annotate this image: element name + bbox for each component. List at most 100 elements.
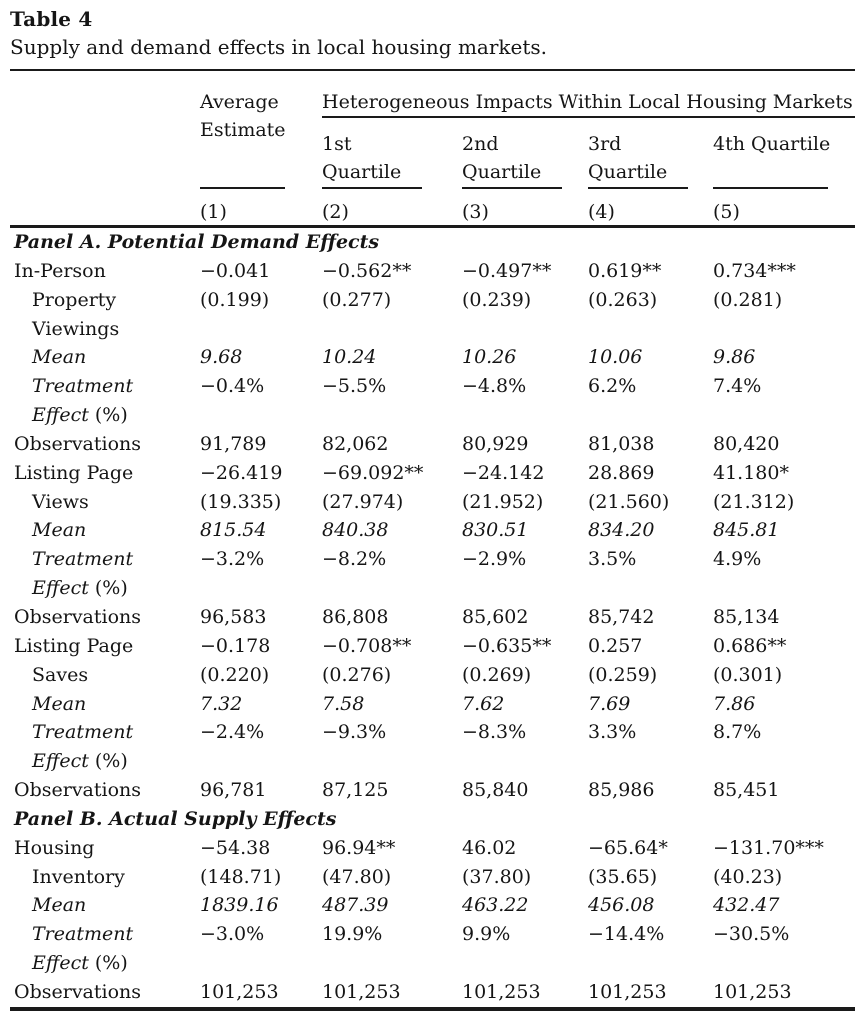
row-label-text: Treatment bbox=[32, 375, 134, 398]
column-underline bbox=[322, 187, 422, 189]
row-label-text: Housing bbox=[14, 836, 95, 859]
value-cell: (27.974) bbox=[322, 490, 404, 513]
value-cell: 487.39 bbox=[322, 894, 389, 917]
row-label: Treatment bbox=[10, 372, 200, 401]
row-label-text: Effect bbox=[32, 404, 89, 427]
value-cell: 101,253 bbox=[713, 980, 792, 1003]
value-cell bbox=[200, 315, 322, 344]
value-cell: (21.560) bbox=[588, 490, 670, 513]
row-label-text: Listing Page bbox=[14, 461, 134, 484]
value-cell bbox=[713, 574, 855, 603]
header-colnumber-row: (1) (2) (3) (4) (5) bbox=[10, 196, 855, 227]
table-row: In-Person −0.041 −0.562** −0.497** 0.619** 0.… bbox=[10, 257, 855, 286]
table-row: Inventory (148.71) (47.80) (37.80) (35.65) (4… bbox=[10, 863, 855, 892]
table-row: Views (19.335) (27.974) (21.952) (21.560) (21… bbox=[10, 488, 855, 517]
table-header: Average Estimate Heterogeneous Impacts W… bbox=[10, 71, 855, 227]
value-cell: 10.26 bbox=[462, 346, 517, 369]
value-cell: −0.562** bbox=[322, 259, 412, 282]
row-label: Effect (%) bbox=[10, 747, 200, 776]
value-cell bbox=[200, 747, 322, 776]
row-label: Mean bbox=[10, 343, 200, 372]
header-empty-cell bbox=[10, 71, 200, 227]
value-cell: (0.239) bbox=[462, 288, 532, 311]
value-cell: −3.2% bbox=[200, 548, 265, 571]
value-cell: (40.23) bbox=[713, 865, 783, 888]
panel-heading-row: Panel B. Actual Supply Effects bbox=[10, 805, 855, 834]
row-label-text: Treatment bbox=[32, 548, 134, 571]
table-row: Listing Page −26.419 −69.092** −24.142 28.86… bbox=[10, 459, 855, 488]
panel-heading: Panel A. Potential Demand Effects bbox=[10, 224, 855, 257]
quartile-1-line2: Quartile bbox=[322, 161, 402, 183]
header-average-line1: Average bbox=[200, 91, 279, 113]
value-cell: (0.301) bbox=[713, 663, 783, 686]
value-cell bbox=[713, 315, 855, 344]
value-cell: 96,781 bbox=[200, 779, 267, 802]
value-cell: −54.38 bbox=[200, 836, 271, 859]
top-rule bbox=[10, 69, 855, 71]
value-cell: 6.2% bbox=[588, 375, 637, 398]
value-cell: 815.54 bbox=[200, 519, 267, 542]
row-label: Listing Page bbox=[10, 459, 200, 488]
value-cell bbox=[588, 401, 713, 430]
row-label-suffix: (%) bbox=[88, 404, 128, 427]
column-underline bbox=[200, 187, 285, 189]
header-quartile-2: 2nd Quartile bbox=[462, 117, 588, 186]
value-cell bbox=[713, 401, 855, 430]
row-label: Observations bbox=[10, 430, 200, 459]
value-cell: 7.62 bbox=[462, 692, 505, 715]
table-row: Mean 9.68 10.24 10.26 10.06 9.86 bbox=[10, 343, 855, 372]
value-cell: (148.71) bbox=[200, 865, 282, 888]
quartile-1-line1: 1st bbox=[322, 133, 352, 155]
row-label-text: Property bbox=[32, 288, 117, 311]
value-cell: −2.4% bbox=[200, 721, 265, 744]
row-label: Inventory bbox=[10, 863, 200, 892]
row-label-text: Effect bbox=[32, 952, 89, 975]
value-cell bbox=[462, 747, 588, 776]
column-underline bbox=[462, 187, 562, 189]
header-col-number-2: (2) bbox=[322, 201, 349, 223]
value-cell bbox=[588, 574, 713, 603]
value-cell bbox=[322, 949, 462, 978]
row-label: Mean bbox=[10, 690, 200, 719]
value-cell: −14.4% bbox=[588, 923, 665, 946]
row-label-suffix: (%) bbox=[88, 577, 128, 600]
row-label-text: Mean bbox=[32, 894, 87, 917]
value-cell: −30.5% bbox=[713, 923, 790, 946]
value-cell: −69.092** bbox=[322, 461, 424, 484]
value-cell: (0.277) bbox=[322, 288, 392, 311]
row-label: Treatment bbox=[10, 920, 200, 949]
row-label-suffix: (%) bbox=[88, 750, 128, 773]
value-cell: 10.06 bbox=[588, 346, 643, 369]
row-label: Mean bbox=[10, 891, 200, 920]
value-cell: 7.86 bbox=[713, 692, 756, 715]
table-row: Observations 96,781 87,125 85,840 85,986 85,4… bbox=[10, 776, 855, 805]
value-cell: 9.68 bbox=[200, 346, 243, 369]
value-cell: 4.9% bbox=[713, 548, 762, 571]
value-cell: −3.0% bbox=[200, 923, 265, 946]
header-underline-row bbox=[10, 186, 855, 196]
value-cell: (0.281) bbox=[713, 288, 783, 311]
value-cell: 46.02 bbox=[462, 836, 517, 859]
table-row: Observations 91,789 82,062 80,929 81,038 80,4… bbox=[10, 430, 855, 459]
row-label: Property bbox=[10, 286, 200, 315]
table-row: Listing Page −0.178 −0.708** −0.635** 0.257 0… bbox=[10, 632, 855, 661]
row-label-suffix: (%) bbox=[88, 952, 128, 975]
value-cell: 101,253 bbox=[200, 980, 279, 1003]
value-cell: (0.263) bbox=[588, 288, 658, 311]
value-cell: −9.3% bbox=[322, 721, 387, 744]
header-group-row: Average Estimate Heterogeneous Impacts W… bbox=[10, 71, 855, 141]
header-quartile-1: 1st Quartile bbox=[322, 117, 462, 186]
value-cell: −4.8% bbox=[462, 375, 527, 398]
table-body: Panel A. Potential Demand Effects In-Pers… bbox=[10, 224, 855, 1007]
value-cell bbox=[462, 574, 588, 603]
value-cell: 85,840 bbox=[462, 779, 529, 802]
row-label-text: Effect bbox=[32, 577, 89, 600]
row-label: Listing Page bbox=[10, 632, 200, 661]
value-cell: 0.619** bbox=[588, 259, 662, 282]
row-label-text: Treatment bbox=[32, 923, 134, 946]
value-cell: 463.22 bbox=[462, 894, 529, 917]
header-col-number-1: (1) bbox=[200, 201, 227, 223]
value-cell: (37.80) bbox=[462, 865, 532, 888]
row-label: Views bbox=[10, 488, 200, 517]
